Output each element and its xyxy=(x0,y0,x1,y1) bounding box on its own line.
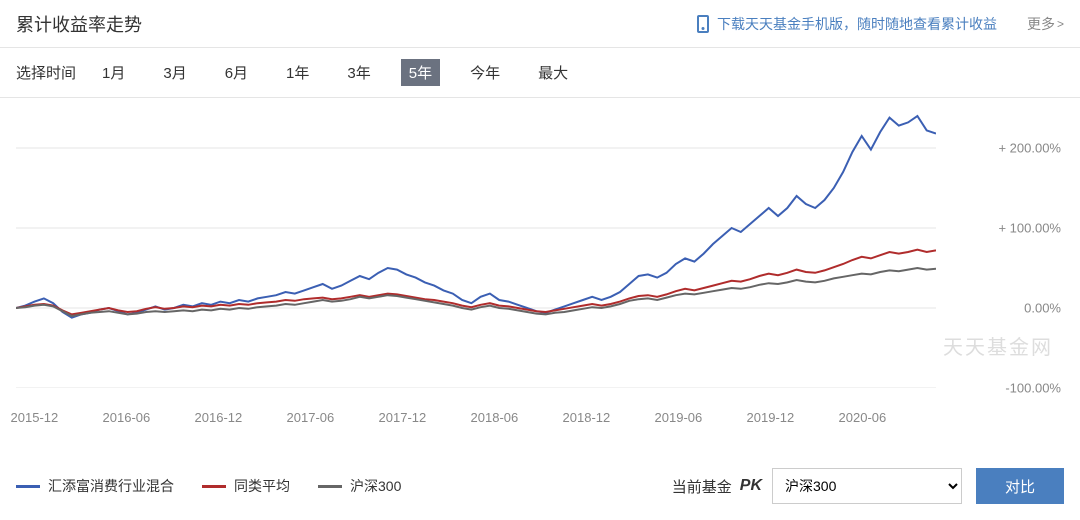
download-app-link[interactable]: 下载天天基金手机版，随时随地查看累计收益 xyxy=(697,14,997,34)
watermark: 天天基金网 xyxy=(943,331,1053,360)
phone-icon xyxy=(697,15,709,33)
y-axis-label: -100.00% xyxy=(1005,381,1061,396)
page-title: 累计收益率走势 xyxy=(16,11,142,37)
legend-swatch xyxy=(202,485,226,488)
time-options: 1月 3月 6月 1年 3年 5年今年最大 xyxy=(94,59,598,86)
compare-select[interactable]: 沪深300 xyxy=(772,468,962,504)
legend-item: 沪深300 xyxy=(318,476,401,496)
x-axis-label: 2017-06 xyxy=(287,410,335,425)
time-option[interactable]: 今年 xyxy=(462,59,508,86)
time-option[interactable]: 5年 xyxy=(401,59,440,86)
footer: 汇添富消费行业混合 同类平均 沪深300 当前基金 PK 沪深300 对比 xyxy=(0,468,1080,504)
line-chart xyxy=(16,108,936,388)
legend-label: 沪深300 xyxy=(350,476,401,496)
series-line xyxy=(16,268,936,316)
time-option[interactable]: 3月 xyxy=(155,59,194,86)
x-axis-label: 2015-12 xyxy=(11,410,59,425)
y-axis-label: + 200.00% xyxy=(998,141,1061,156)
pk-text: PK xyxy=(740,477,762,495)
legend-label: 同类平均 xyxy=(234,476,290,496)
legend-item: 汇添富消费行业混合 xyxy=(16,476,174,496)
series-line xyxy=(16,250,936,315)
y-axis-label: + 100.00% xyxy=(998,221,1061,236)
x-axis-label: 2016-12 xyxy=(195,410,243,425)
time-option[interactable]: 6月 xyxy=(217,59,256,86)
time-option[interactable]: 最大 xyxy=(530,59,576,86)
y-axis-label: 0.00% xyxy=(1024,301,1061,316)
x-axis-label: 2016-06 xyxy=(103,410,151,425)
header: 累计收益率走势 下载天天基金手机版，随时随地查看累计收益 更多 > xyxy=(0,0,1080,48)
chart-area: -100.00%0.00%+ 100.00%+ 200.00% 2015-122… xyxy=(16,108,1061,388)
compare-group: 当前基金 PK 沪深300 对比 xyxy=(672,468,1064,504)
time-selector: 选择时间 1月 3月 6月 1年 3年 5年今年最大 xyxy=(0,48,1080,98)
chevron-right-icon: > xyxy=(1057,17,1064,31)
series-line xyxy=(16,116,936,318)
promo-text: 下载天天基金手机版，随时随地查看累计收益 xyxy=(717,14,997,34)
time-option[interactable]: 1年 xyxy=(278,59,317,86)
x-axis-label: 2020-06 xyxy=(839,410,887,425)
x-axis-label: 2017-12 xyxy=(379,410,427,425)
time-selector-label: 选择时间 xyxy=(16,62,76,83)
compare-label: 当前基金 xyxy=(672,476,732,497)
time-option[interactable]: 1月 xyxy=(94,59,133,86)
x-axis-label: 2018-12 xyxy=(563,410,611,425)
legend-swatch xyxy=(318,485,342,488)
x-axis-label: 2019-06 xyxy=(655,410,703,425)
legend: 汇添富消费行业混合 同类平均 沪深300 xyxy=(16,476,429,496)
compare-button[interactable]: 对比 xyxy=(976,468,1064,504)
legend-swatch xyxy=(16,485,40,488)
more-link[interactable]: 更多 > xyxy=(1027,14,1064,34)
time-option[interactable]: 3年 xyxy=(339,59,378,86)
legend-item: 同类平均 xyxy=(202,476,290,496)
x-axis-label: 2019-12 xyxy=(747,410,795,425)
legend-label: 汇添富消费行业混合 xyxy=(48,476,174,496)
x-axis-label: 2018-06 xyxy=(471,410,519,425)
